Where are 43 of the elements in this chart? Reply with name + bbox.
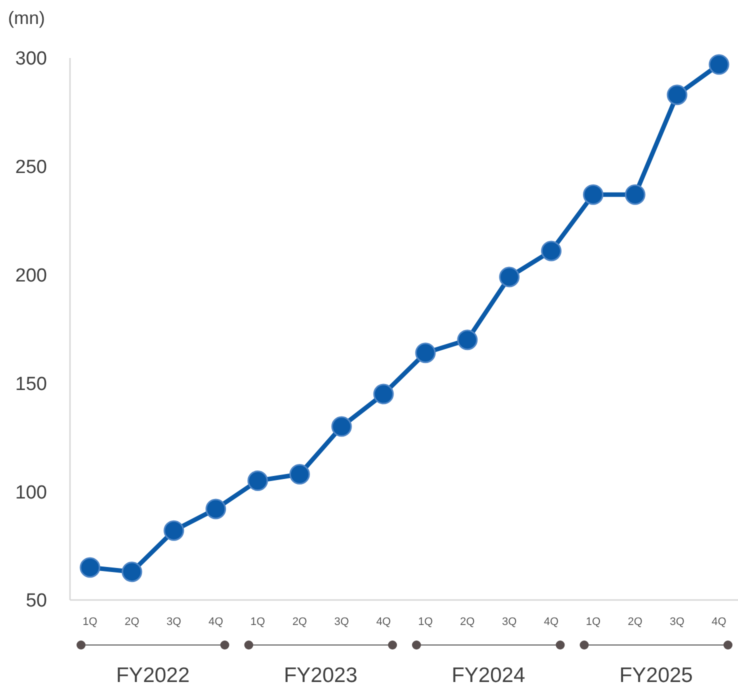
- y-tick-label: 150: [15, 374, 47, 395]
- point: [541, 240, 562, 262]
- x-tick-label: 4Q: [208, 616, 224, 628]
- point: [80, 557, 100, 578]
- point: [708, 54, 730, 75]
- y-axis-title: (mn): [8, 8, 45, 28]
- x-tick-label: 2Q: [628, 616, 643, 628]
- y-tick-label: 200: [15, 265, 47, 286]
- point: [289, 464, 310, 485]
- x-tick-label: 1Q: [250, 616, 266, 628]
- x-tick-label: 4Q: [712, 616, 727, 628]
- x-tick-label: 1Q: [586, 616, 601, 628]
- point: [457, 330, 478, 350]
- x-tick-label: 3Q: [334, 616, 350, 628]
- x-tick-label: 2Q: [460, 616, 476, 628]
- point: [164, 520, 184, 541]
- x-tick-label: 2Q: [292, 616, 308, 628]
- point: [582, 184, 604, 205]
- x-tick-label: 3Q: [166, 616, 182, 628]
- y-tick-label: 300: [15, 48, 47, 70]
- y-tick-label: 100: [15, 482, 47, 504]
- x-tick-label: 3Q: [670, 616, 685, 628]
- x-tick-label: 2Q: [124, 616, 140, 628]
- x-tick-label: 4Q: [544, 616, 560, 628]
- point: [624, 184, 646, 205]
- text: FY2022: [116, 664, 190, 687]
- text: FY2024: [452, 664, 526, 687]
- point: [666, 84, 688, 106]
- y-tick-label: 50: [26, 590, 47, 612]
- x-tick-label: 4Q: [376, 616, 392, 628]
- text: FY2025: [619, 664, 693, 687]
- y-tick-label: 250: [15, 157, 47, 178]
- point: [331, 416, 352, 437]
- text: FY2023: [284, 664, 358, 687]
- point: [373, 384, 394, 404]
- x-tick-label: 3Q: [502, 616, 518, 628]
- point: [499, 266, 520, 288]
- x-tick-label: 1Q: [418, 616, 434, 628]
- x-tick-label: 1Q: [82, 616, 98, 628]
- point: [247, 470, 268, 492]
- point: [206, 498, 226, 520]
- point: [415, 342, 436, 364]
- point: [122, 562, 142, 582]
